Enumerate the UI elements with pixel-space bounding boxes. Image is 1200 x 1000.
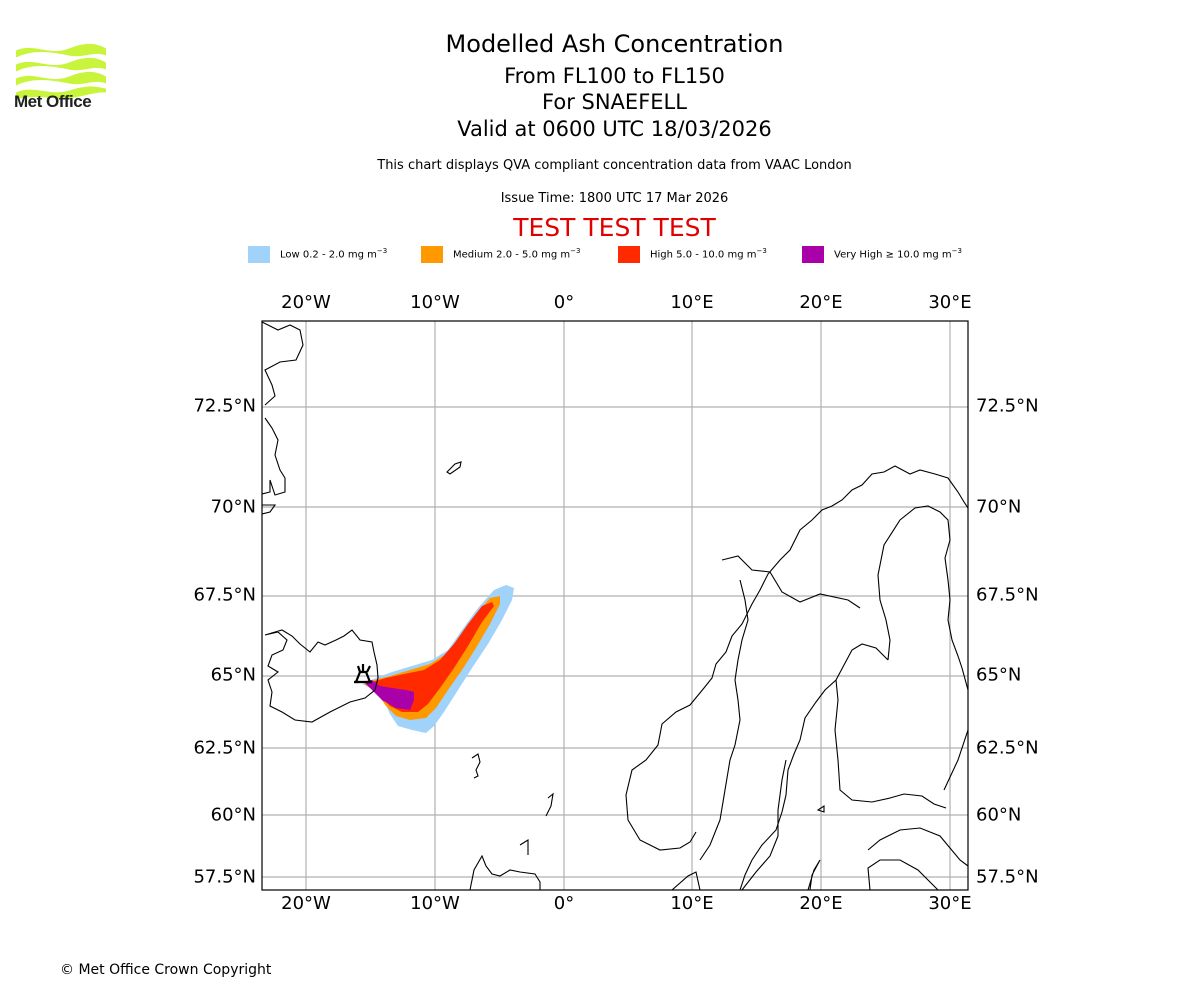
lon-tick-bottom: 30°E [928,893,972,914]
scotland-coast [469,854,541,890]
lon-tick-bottom: 0° [553,893,575,914]
sweden-coast [739,643,889,890]
graticule [262,321,968,890]
baltic-coast [867,859,939,890]
legend-swatch-low [248,245,270,263]
met-office-logo-icon [16,43,106,100]
greenland-coast [262,321,304,406]
shetland-coast [545,792,554,817]
lat-tick-right: 62.5°N [976,737,1039,759]
lat-tick-right: 65°N [976,664,1022,686]
legend-swatch-very-high [802,245,824,263]
volcano-name: For SNAEFELL [542,90,687,114]
legend-label-high: High 5.0 - 10.0 mg m [650,249,757,261]
lat-tick-left: 57.5°N [193,866,256,888]
legend-item-high: High 5.0 - 10.0 mg m−3 [618,244,767,264]
legend-swatch-high [618,245,640,263]
lon-tick-top: 10°W [410,292,460,313]
met-office-logo-text: Met Office [14,92,92,111]
ash-plume [362,585,514,733]
finland-coast [834,679,947,809]
iceland-coast [264,629,379,723]
lat-tick-right: 70°N [976,496,1022,518]
legend-exponent: −3 [570,247,581,256]
ash-very-high [364,680,414,710]
lat-tick-left: 67.5°N [193,584,256,606]
test-banner: TEST TEST TEST [513,213,716,242]
norway-coast [625,465,968,890]
lat-tick-left: 70°N [210,496,256,518]
legend-swatch-medium [421,245,443,263]
lon-tick-bottom: 10°W [410,893,460,914]
valid-time: Valid at 0600 UTC 18/03/2026 [457,117,772,141]
lon-tick-top: 10°E [670,292,714,313]
copyright-notice: © Met Office Crown Copyright [60,962,272,978]
issue-time: Issue Time: 1800 UTC 17 Mar 2026 [500,191,729,206]
flight-level-range: From FL100 to FL150 [504,64,725,88]
finland-border [877,505,968,691]
legend-label-very-high: Very High ≥ 10.0 mg m [834,249,952,261]
legend-exponent: −3 [376,247,388,256]
lon-tick-bottom: 10°E [670,893,714,914]
lat-tick-left: 62.5°N [193,737,256,759]
lat-tick-left: 65°N [210,664,256,686]
lon-tick-top: 30°E [928,292,972,313]
legend-item-very-high: Very High ≥ 10.0 mg m−3 [802,244,962,264]
legend-label-medium: Medium 2.0 - 5.0 mg m [453,249,571,261]
legend-item-medium: Medium 2.0 - 5.0 mg m−3 [421,244,580,264]
gotland-coast [807,859,821,890]
coastlines [262,321,968,890]
legend-exponent: −3 [756,247,767,256]
lat-tick-right: 67.5°N [976,584,1039,606]
lat-tick-left: 72.5°N [193,395,256,417]
lat-tick-left: 60°N [210,804,256,826]
legend-exponent: −3 [951,247,962,256]
lat-tick-right: 72.5°N [976,395,1039,417]
map-frame [261,320,969,891]
volcano-icon[interactable] [354,664,372,684]
faroe-coast [471,753,481,779]
lat-tick-right: 57.5°N [976,866,1039,888]
norway-sweden-border [699,555,861,861]
chart-title: Modelled Ash Concentration [445,30,784,58]
lon-tick-bottom: 20°W [281,893,331,914]
jan-mayen-coast [446,461,462,475]
ash-high [366,602,494,712]
lon-tick-top: 0° [553,292,575,313]
qva-note: This chart displays QVA compliant concen… [377,158,852,173]
lat-tick-right: 60°N [976,804,1022,826]
lon-tick-top: 20°W [281,292,331,313]
legend-item-low: Low 0.2 - 2.0 mg m−3 [248,244,387,264]
lon-tick-top: 20°E [799,292,843,313]
legend-label-low: Low 0.2 - 2.0 mg m [280,249,377,261]
lon-tick-bottom: 20°E [799,893,843,914]
